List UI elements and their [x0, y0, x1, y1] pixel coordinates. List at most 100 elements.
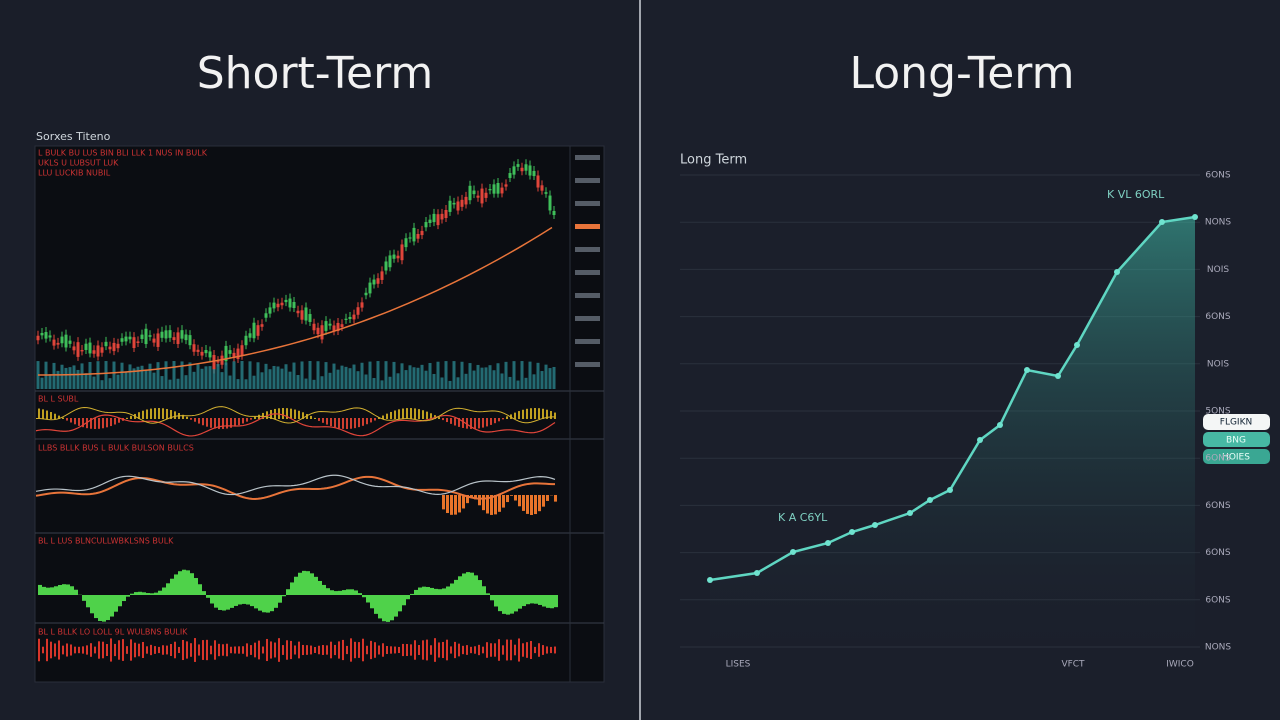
point	[1159, 219, 1165, 225]
volume	[344, 366, 348, 389]
volume	[248, 361, 252, 389]
osc-bar	[418, 409, 420, 419]
hist-bar	[554, 495, 557, 502]
osc-bar	[326, 645, 328, 655]
osc-area	[518, 595, 522, 609]
candle	[548, 195, 552, 211]
candle	[40, 332, 44, 336]
osc-bar	[182, 639, 184, 661]
y-label: 6ONS	[1205, 312, 1231, 322]
osc-bar	[98, 418, 100, 429]
osc-bar	[206, 418, 208, 427]
osc-area	[146, 593, 150, 595]
osc-area	[226, 595, 230, 610]
candle	[56, 342, 60, 345]
osc-bar	[482, 646, 484, 654]
osc-bar	[478, 644, 480, 656]
osc-area	[470, 572, 474, 595]
candle	[552, 210, 556, 216]
osc-area	[158, 590, 162, 595]
osc-area	[354, 590, 358, 595]
volume	[112, 361, 116, 389]
osc-bar	[378, 417, 380, 419]
candle	[404, 238, 408, 248]
osc-bar	[410, 408, 412, 419]
osc-bar	[322, 645, 324, 655]
osc-bar	[346, 645, 348, 655]
osc-bar	[214, 640, 216, 660]
candle	[400, 244, 404, 261]
candle	[124, 336, 128, 342]
osc-bar	[54, 413, 56, 419]
candle	[84, 343, 88, 350]
osc-area	[206, 595, 210, 598]
candle	[436, 214, 440, 226]
osc-bar	[378, 645, 380, 655]
osc-bar	[282, 408, 284, 419]
price-tag	[575, 155, 600, 160]
right-title: Long-Term	[850, 48, 1075, 99]
volume	[300, 361, 304, 389]
candle	[348, 316, 352, 320]
osc-area	[230, 595, 234, 608]
osc-bar	[314, 646, 316, 654]
moving-average	[37, 226, 553, 376]
osc-area	[162, 587, 166, 595]
legend-box	[1203, 449, 1270, 464]
volume	[352, 364, 356, 389]
hist-bar	[502, 495, 505, 508]
osc-bar	[342, 418, 344, 429]
osc-area	[474, 575, 478, 595]
volume	[400, 363, 404, 389]
osc-bar	[398, 646, 400, 654]
candle	[504, 184, 508, 187]
osc-bar	[170, 644, 172, 656]
volume	[360, 362, 364, 389]
volume	[80, 363, 84, 389]
chart-title: Sorxes Titeno	[36, 130, 111, 143]
osc-area	[462, 573, 466, 595]
osc-bar	[430, 413, 432, 419]
candle	[244, 335, 248, 346]
osc-bar	[458, 643, 460, 657]
osc-area	[118, 595, 122, 607]
volume	[176, 378, 180, 389]
osc-bar	[446, 639, 448, 661]
osc-bar	[466, 645, 468, 655]
volume	[228, 375, 232, 389]
osc-bar	[210, 645, 212, 655]
volume	[264, 363, 268, 389]
y-label: NONS	[1205, 218, 1232, 228]
osc-bar	[62, 645, 64, 655]
candle	[524, 164, 528, 171]
osc-area	[382, 595, 386, 622]
volume	[428, 362, 432, 389]
osc-area	[46, 587, 50, 595]
volume	[540, 371, 544, 389]
point	[907, 510, 913, 516]
volume	[212, 369, 216, 389]
volume	[384, 361, 388, 389]
volume	[500, 373, 504, 389]
osc-area	[222, 595, 226, 611]
osc-bar	[490, 418, 492, 425]
osc-bar	[338, 418, 340, 429]
osc-bar	[150, 644, 152, 656]
candle	[228, 350, 232, 354]
osc-bar	[418, 645, 420, 655]
osc-bar	[174, 641, 176, 659]
candle	[496, 183, 500, 194]
candle	[156, 333, 160, 347]
osc-area	[202, 591, 206, 595]
volume	[204, 366, 208, 389]
osc-bar	[502, 418, 504, 420]
volume	[276, 366, 280, 389]
candle	[44, 332, 48, 339]
osc-area	[114, 595, 118, 612]
osc-bar	[214, 418, 216, 429]
osc-bar	[470, 646, 472, 654]
hist-bar	[490, 495, 493, 515]
osc-bar	[242, 646, 244, 654]
volume	[152, 372, 156, 389]
osc-bar	[170, 410, 172, 419]
